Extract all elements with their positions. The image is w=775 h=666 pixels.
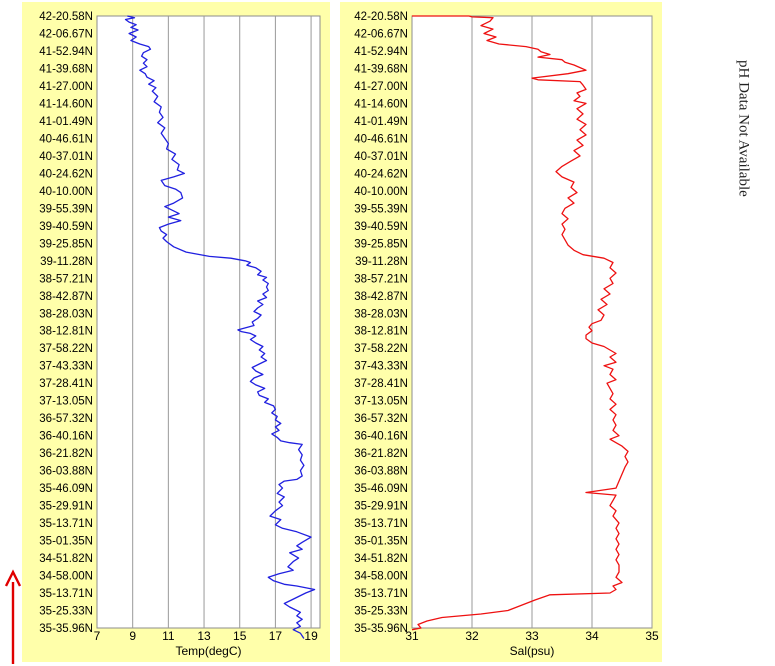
sal-latitude-tick-label: 39-55.39N [354, 203, 408, 215]
arrow-head [4, 569, 22, 587]
temp-latitude-tick-label: 41-14.60N [39, 98, 93, 110]
temp-x-tick-label: 19 [304, 629, 318, 643]
temp-x-tick-label: 13 [197, 629, 211, 643]
temp-latitude-tick-label: 34-58.00N [39, 571, 93, 583]
temp-latitude-tick-label: 35-29.91N [39, 501, 93, 513]
temp-latitude-tick-label: 37-13.05N [39, 396, 93, 408]
temp-latitude-tick-label: 36-40.16N [39, 431, 93, 443]
sal-latitude-tick-label: 40-46.61N [354, 133, 408, 145]
temp-latitude-tick-label: 41-01.49N [39, 116, 93, 128]
sal-x-tick-label: 35 [645, 629, 659, 643]
side-note: pH Data Not Available [718, 60, 768, 380]
sal-latitude-tick-label: 41-01.49N [354, 116, 408, 128]
sal-latitude-tick-label: 41-52.94N [354, 46, 408, 58]
temp-latitude-tick-label: 39-55.39N [39, 203, 93, 215]
sal-latitude-tick-label: 36-03.88N [354, 466, 408, 478]
temp-latitude-tick-label: 38-28.03N [39, 308, 93, 320]
sal-latitude-tick-label: 35-13.71N [354, 518, 408, 530]
temp-latitude-tick-label: 35-25.33N [39, 606, 93, 618]
sal-latitude-tick-label: 36-40.16N [354, 431, 408, 443]
temp-x-tick-label: 9 [129, 629, 136, 643]
sal-latitude-tick-label: 38-57.21N [354, 273, 408, 285]
sal-x-tick-label: 33 [525, 629, 539, 643]
temp-latitude-tick-label: 35-46.09N [39, 483, 93, 495]
sal-latitude-tick-label: 36-21.82N [354, 448, 408, 460]
temp-x-axis-label: Temp(degC) [175, 644, 241, 658]
temp-latitude-tick-label: 40-10.00N [39, 186, 93, 198]
temp-latitude-tick-label: 40-24.62N [39, 168, 93, 180]
sal-latitude-tick-label: 34-51.82N [354, 553, 408, 565]
temp-latitude-tick-label: 37-58.22N [39, 343, 93, 355]
salinity-panel: 31 32 33 34 35 Sal(psu) 42-20.58N 42-06.67N 41-5… [340, 2, 662, 662]
temp-latitude-tick-label: 40-46.61N [39, 133, 93, 145]
temp-latitude-tick-label: 42-06.67N [39, 28, 93, 40]
sal-latitude-tick-label: 38-42.87N [354, 291, 408, 303]
sal-latitude-tick-label: 41-27.00N [354, 81, 408, 93]
sal-latitude-tick-label: 42-20.58N [354, 11, 408, 23]
sal-latitude-tick-label: 37-58.22N [354, 343, 408, 355]
temp-latitude-tick-label: 38-57.21N [39, 273, 93, 285]
sal-latitude-tick-label: 38-28.03N [354, 308, 408, 320]
temp-latitude-tick-label: 41-52.94N [39, 46, 93, 58]
sal-latitude-tick-label: 36-57.32N [354, 413, 408, 425]
sal-latitude-tick-label: 35-35.96N [354, 623, 408, 635]
sal-latitude-tick-label: 35-13.71N [354, 588, 408, 600]
sal-latitude-tick-label: 40-10.00N [354, 186, 408, 198]
ph-unavailable-note: pH Data Not Available [735, 60, 752, 197]
sal-latitude-tick-label: 35-01.35N [354, 536, 408, 548]
temp-latitude-tick-label: 35-35.96N [39, 623, 93, 635]
temp-latitude-tick-label: 38-42.87N [39, 291, 93, 303]
temp-latitude-tick-label: 36-21.82N [39, 448, 93, 460]
sal-latitude-tick-label: 40-24.62N [354, 168, 408, 180]
temp-plot-area [96, 15, 321, 629]
sal-x-tick-label: 34 [585, 629, 599, 643]
sal-latitude-tick-label: 39-11.28N [355, 256, 408, 268]
temp-latitude-tick-label: 35-01.35N [39, 536, 93, 548]
temp-latitude-tick-label: 37-43.33N [39, 361, 93, 373]
temp-latitude-tick-label: 35-13.71N [39, 588, 93, 600]
temp-latitude-tick-label: 39-40.59N [39, 221, 93, 233]
temp-x-tick-label: 15 [233, 629, 247, 643]
temp-latitude-tick-label: 41-39.68N [39, 63, 93, 75]
sal-latitude-tick-label: 37-28.41N [354, 378, 408, 390]
sal-latitude-tick-label: 38-12.81N [354, 326, 408, 338]
temp-latitude-tick-label: 38-12.81N [39, 326, 93, 338]
temp-latitude-tick-label: 42-20.58N [39, 11, 93, 23]
sal-latitude-tick-label: 40-37.01N [354, 151, 408, 163]
sal-series-line [411, 15, 629, 631]
temp-latitude-tick-label: 37-28.41N [39, 378, 93, 390]
temp-x-tick-label: 11 [162, 629, 175, 643]
sal-latitude-tick-label: 35-46.09N [354, 483, 408, 495]
temp-latitude-tick-label: 39-11.28N [40, 256, 93, 268]
sal-latitude-tick-label: 37-13.05N [354, 396, 408, 408]
sal-latitude-tick-label: 35-29.91N [354, 501, 408, 513]
arrow-up-icon [4, 569, 22, 664]
temp-latitude-tick-label: 34-51.82N [39, 553, 93, 565]
sal-latitude-tick-label: 37-43.33N [354, 361, 408, 373]
sal-x-axis-label: Sal(psu) [510, 644, 555, 658]
temp-x-tick-label: 17 [269, 629, 283, 643]
sal-x-tick-label: 31 [405, 629, 419, 643]
sal-latitude-tick-label: 39-25.85N [354, 238, 408, 250]
temp-latitude-tick-label: 41-27.00N [39, 81, 93, 93]
sal-latitude-tick-label: 35-25.33N [354, 606, 408, 618]
temp-latitude-tick-label: 36-57.32N [39, 413, 93, 425]
temp-series-line [124, 15, 316, 639]
sal-latitude-tick-label: 39-40.59N [354, 221, 408, 233]
sal-latitude-tick-label: 41-14.60N [354, 98, 408, 110]
temp-x-tick-label: 7 [94, 629, 101, 643]
temp-latitude-tick-label: 40-37.01N [39, 151, 93, 163]
temp-latitude-tick-label: 35-13.71N [39, 518, 93, 530]
sal-x-tick-label: 32 [465, 629, 479, 643]
sal-latitude-tick-label: 41-39.68N [354, 63, 408, 75]
temperature-panel: 7 9 11 13 15 17 19 Temp(degC) 42-20.58N 42-06.67N… [22, 2, 330, 662]
temp-latitude-tick-label: 36-03.88N [39, 466, 93, 478]
sal-latitude-tick-label: 42-06.67N [354, 28, 408, 40]
temp-latitude-tick-label: 39-25.85N [39, 238, 93, 250]
sal-latitude-tick-label: 34-58.00N [354, 571, 408, 583]
